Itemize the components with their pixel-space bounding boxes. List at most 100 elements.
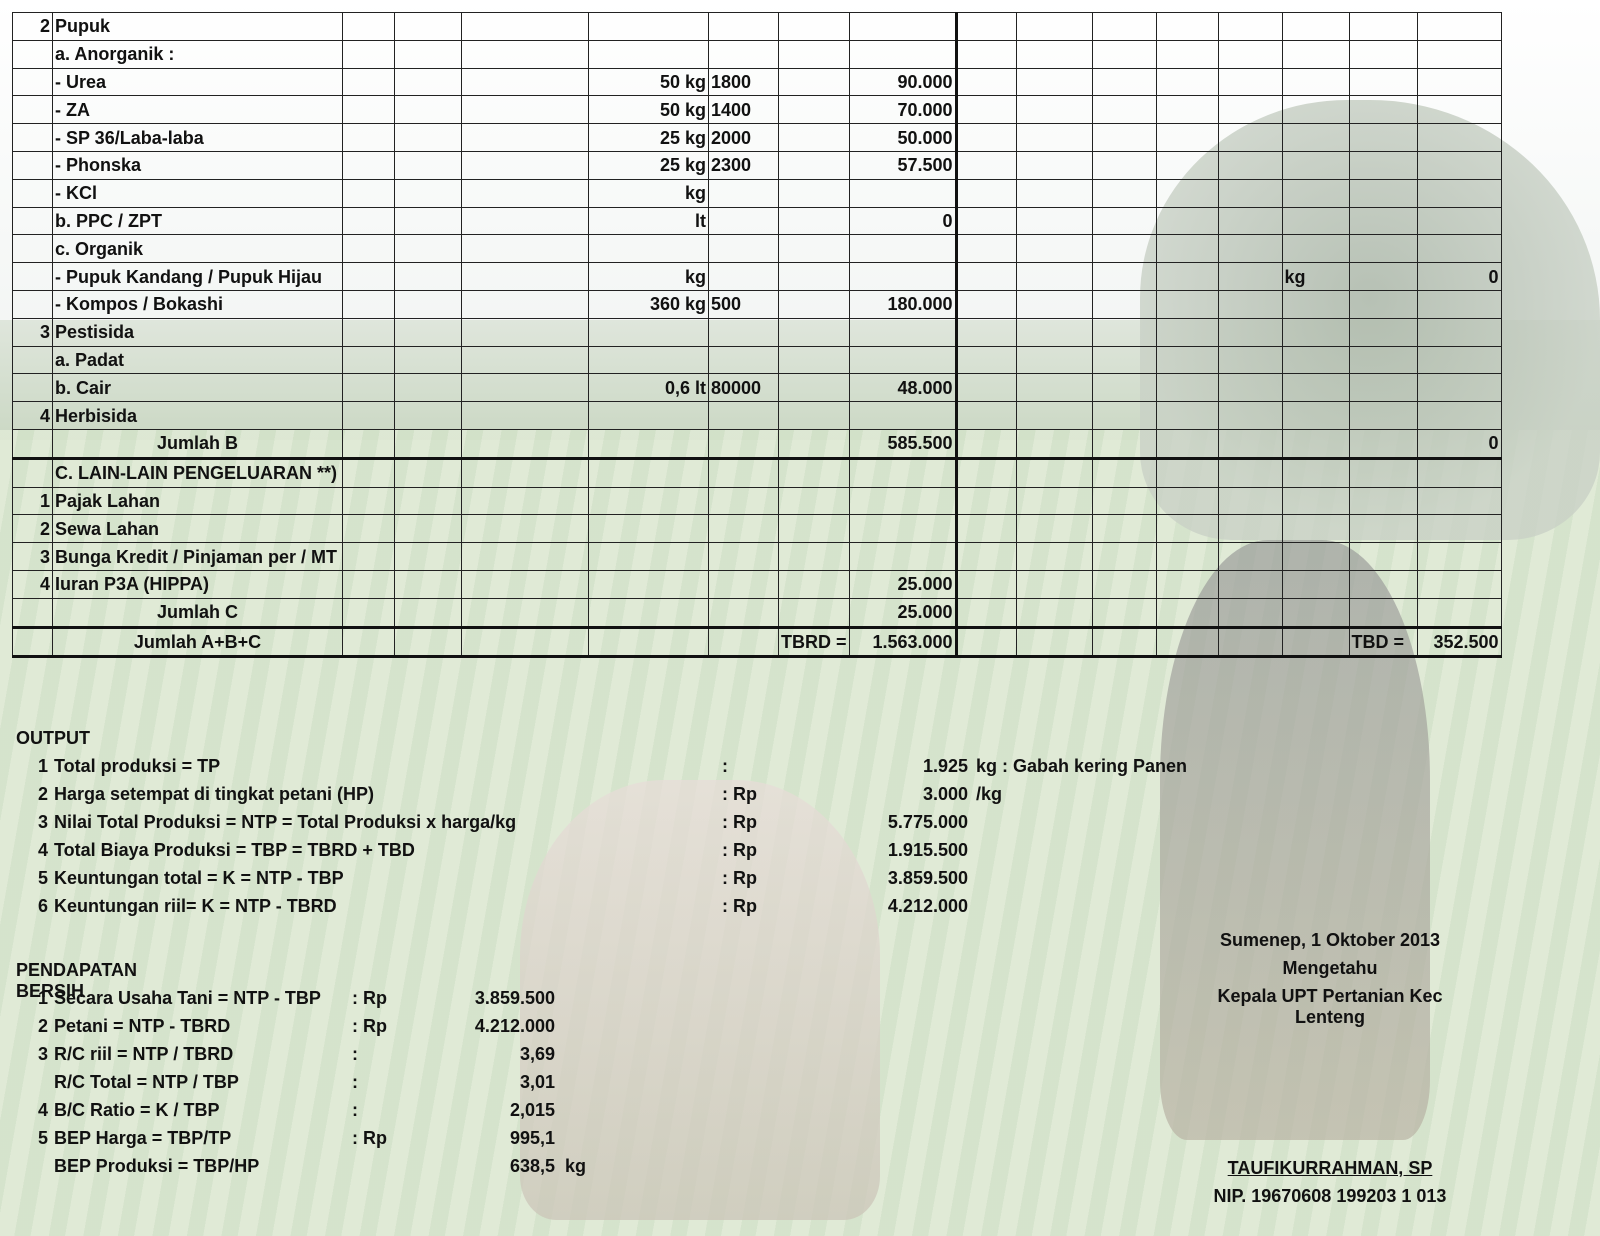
row-quantity: kg bbox=[588, 262, 709, 291]
row-right-value bbox=[1416, 39, 1502, 69]
output-item-label: Harga setempat di tingkat petani (HP) bbox=[54, 784, 375, 804]
table-row: - Urea 50 kg 1800 90.000 bbox=[12, 67, 1502, 97]
row-right-unit bbox=[1281, 626, 1350, 659]
income-item-label: R/C Total = NTP / TBP bbox=[54, 1072, 239, 1092]
income-item-separator: : Rp bbox=[352, 1016, 387, 1036]
income-item-number: 5 bbox=[37, 1128, 48, 1148]
row-item: Iuran P3A (HIPPA) bbox=[52, 569, 343, 599]
table-row: - Pupuk Kandang / Pupuk Hijau kg kg 0 bbox=[12, 262, 1502, 291]
cost-table: 2 Pupuk a. Anorganik :- Urea 50 kg 1800 90.00… bbox=[12, 12, 1502, 659]
income-item-label: R/C riil = NTP / TBRD bbox=[54, 1044, 234, 1064]
output-item-value: 3.859.500 bbox=[887, 868, 968, 888]
row-item: - Urea bbox=[52, 67, 343, 97]
table-row: a. Padat bbox=[12, 345, 1502, 375]
row-total: 0 bbox=[848, 206, 958, 236]
row-right-unit: kg bbox=[1281, 262, 1350, 291]
row-item: - Pupuk Kandang / Pupuk Hijau bbox=[52, 262, 343, 291]
row-right-value bbox=[1416, 67, 1502, 97]
output-item-label: Keuntungan riil= K = NTP - TBRD bbox=[54, 896, 337, 916]
row-item: Pupuk bbox=[52, 12, 343, 41]
row-right-value bbox=[1416, 234, 1502, 264]
income-item-label: Petani = NTP - TBRD bbox=[54, 1016, 231, 1036]
signature-nip: NIP. 19670608 199203 1 013 bbox=[1213, 1186, 1447, 1206]
row-number: 2 bbox=[12, 12, 53, 41]
row-quantity: 50 kg bbox=[588, 67, 709, 97]
row-right-unit bbox=[1281, 457, 1350, 488]
income-item-label: BEP Produksi = TBP/HP bbox=[54, 1156, 260, 1176]
row-unit-price bbox=[708, 234, 779, 264]
row-quantity bbox=[588, 428, 709, 460]
income-item-number: 3 bbox=[37, 1044, 48, 1064]
income-item-separator: : Rp bbox=[352, 988, 387, 1008]
income-item-separator: : bbox=[352, 1100, 358, 1120]
output-item-number: 2 bbox=[37, 784, 48, 804]
table-row: 2 Pupuk bbox=[12, 12, 1502, 41]
income-item-value: 2,015 bbox=[509, 1100, 555, 1120]
row-number: 3 bbox=[12, 317, 53, 347]
row-number bbox=[12, 262, 53, 291]
row-total: 70.000 bbox=[848, 95, 958, 125]
row-right-unit bbox=[1281, 428, 1350, 460]
row-item: Jumlah B bbox=[52, 428, 343, 460]
row-quantity bbox=[588, 457, 709, 488]
row-right-unit bbox=[1281, 401, 1350, 430]
row-unit-price bbox=[708, 457, 779, 488]
table-row: - SP 36/Laba-laba 25 kg 2000 50.000 bbox=[12, 123, 1502, 152]
row-unit-price: 2000 bbox=[708, 123, 779, 152]
row-right-unit bbox=[1281, 178, 1350, 208]
row-total bbox=[848, 234, 958, 264]
row-right-unit bbox=[1281, 597, 1350, 629]
tbd-label: TBD = bbox=[1348, 626, 1418, 659]
row-right-value bbox=[1416, 317, 1502, 347]
row-number bbox=[12, 67, 53, 97]
row-item: a. Anorganik : bbox=[52, 39, 343, 69]
row-unit-price: 80000 bbox=[708, 373, 779, 403]
income-item-separator: : bbox=[352, 1072, 358, 1092]
row-item: Sewa Lahan bbox=[52, 514, 343, 544]
row-right-value bbox=[1416, 542, 1502, 571]
row-item: Jumlah A+B+C bbox=[52, 626, 343, 659]
income-item-value: 4.212.000 bbox=[474, 1016, 555, 1036]
row-item: C. LAIN-LAIN PENGELUARAN **) bbox=[52, 457, 343, 488]
income-item-number: 4 bbox=[37, 1100, 48, 1120]
row-unit-price bbox=[708, 597, 779, 629]
row-total: 585.500 bbox=[848, 428, 958, 460]
row-item: Pestisida bbox=[52, 317, 343, 347]
row-right-value bbox=[1416, 597, 1502, 629]
row-quantity bbox=[588, 401, 709, 430]
row-total bbox=[848, 317, 958, 347]
row-total bbox=[848, 457, 958, 488]
row-right-value bbox=[1416, 150, 1502, 180]
row-number bbox=[12, 95, 53, 125]
row-unit-price bbox=[708, 542, 779, 571]
row-total bbox=[848, 39, 958, 69]
income-item-value: 638,5 bbox=[509, 1156, 555, 1176]
row-unit-price bbox=[708, 626, 779, 659]
row-number bbox=[12, 457, 53, 488]
row-right-value: 0 bbox=[1416, 428, 1502, 460]
row-total bbox=[848, 514, 958, 544]
row-right-unit bbox=[1281, 123, 1350, 152]
row-unit-price bbox=[708, 345, 779, 375]
row-total: 25.000 bbox=[848, 597, 958, 629]
output-item-separator: : bbox=[722, 756, 728, 776]
row-number: 1 bbox=[12, 486, 53, 516]
row-unit-price: 1800 bbox=[708, 67, 779, 97]
table-row: Jumlah B 585.500 0 bbox=[12, 428, 1502, 460]
row-right-value bbox=[1416, 373, 1502, 403]
table-row: c. Organik bbox=[12, 234, 1502, 264]
row-number bbox=[12, 39, 53, 69]
row-item: - SP 36/Laba-laba bbox=[52, 123, 343, 152]
output-item-label: Keuntungan total = K = NTP - TBP bbox=[54, 868, 344, 888]
output-item-value: 1.915.500 bbox=[887, 840, 968, 860]
output-item-unit: kg : Gabah kering Panen bbox=[976, 756, 1188, 776]
row-quantity bbox=[588, 234, 709, 264]
table-row: 4 Herbisida bbox=[12, 401, 1502, 430]
row-number: 2 bbox=[12, 514, 53, 544]
row-item: Herbisida bbox=[52, 401, 343, 430]
row-unit-price: 500 bbox=[708, 289, 779, 319]
row-total: 90.000 bbox=[848, 67, 958, 97]
row-quantity bbox=[588, 514, 709, 544]
row-quantity: kg bbox=[588, 178, 709, 208]
row-right-value bbox=[1416, 178, 1502, 208]
